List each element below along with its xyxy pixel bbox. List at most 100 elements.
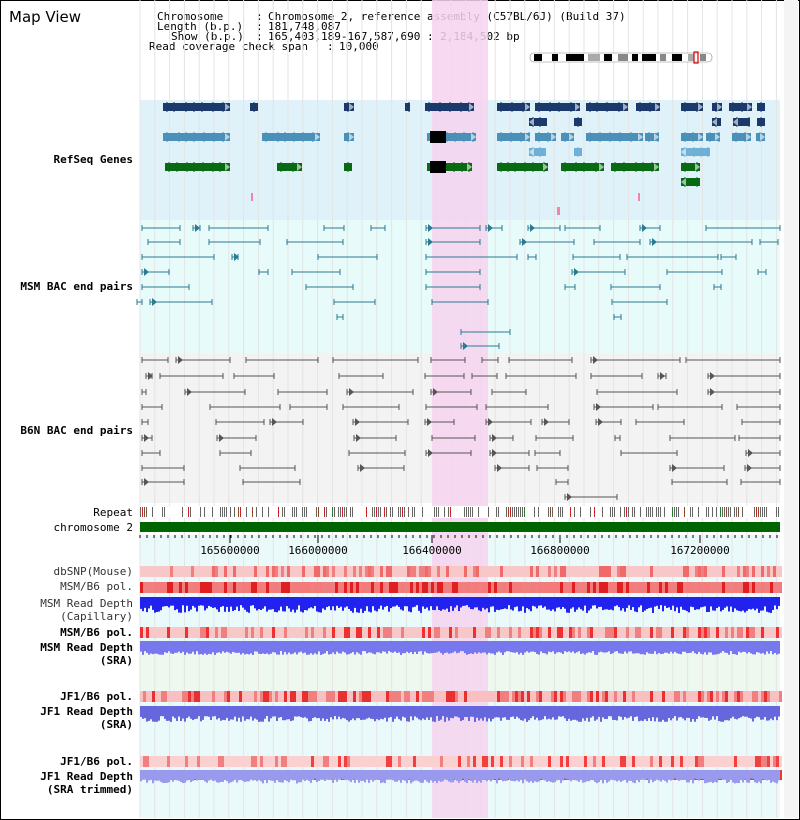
- depth-bar: [418, 770, 420, 782]
- depth-bar: [282, 770, 284, 783]
- heat-cell: [230, 756, 233, 767]
- heat-cell: [278, 691, 281, 702]
- heat-cell: [593, 756, 596, 767]
- depth-bar: [298, 770, 300, 783]
- heat-cell: [503, 566, 506, 577]
- bac-end-arrow: [544, 418, 549, 426]
- depth-bar: [586, 597, 588, 613]
- depth-bar: [550, 770, 552, 782]
- heat-cell: [359, 566, 362, 577]
- heat-cell: [473, 582, 476, 593]
- depth-bar: [416, 770, 418, 781]
- heat-cell: [467, 691, 470, 702]
- depth-bar: [456, 597, 458, 606]
- depth-bar: [474, 597, 476, 608]
- heat-cell: [206, 566, 209, 577]
- heat-cell: [173, 566, 176, 577]
- heat-cell: [431, 691, 434, 702]
- depth-bar: [398, 706, 400, 720]
- track-label-jf1-depth[interactable]: JF1 Read Depth: [40, 705, 133, 718]
- depth-bar: [674, 641, 676, 652]
- depth-bar: [562, 641, 564, 655]
- track-label-jf1-b6-pol-trim[interactable]: JF1/B6 pol.: [60, 755, 133, 768]
- depth-bar: [718, 641, 720, 654]
- depth-bar: [206, 770, 208, 783]
- track-label-msm-b6-pol[interactable]: MSM/B6 pol.: [60, 580, 133, 593]
- depth-bar: [680, 597, 682, 607]
- depth-bar: [468, 641, 470, 655]
- depth-bar: [524, 641, 526, 653]
- heat-cell: [761, 627, 764, 638]
- heat-cell: [449, 691, 452, 702]
- heat-cell: [515, 582, 518, 593]
- repeat-element: [140, 507, 141, 517]
- depth-bar: [312, 706, 314, 719]
- heat-cell: [455, 627, 458, 638]
- heat-cell: [536, 566, 539, 577]
- heat-cell: [713, 582, 716, 593]
- depth-bar: [574, 641, 576, 654]
- heat-cell: [503, 627, 506, 638]
- depth-bar: [432, 641, 434, 654]
- depth-bar: [770, 706, 772, 719]
- depth-bar: [706, 770, 708, 783]
- depth-bar: [186, 641, 188, 653]
- depth-bar: [744, 597, 746, 613]
- heat-cell: [602, 627, 605, 638]
- heat-cell: [569, 756, 572, 767]
- depth-bar: [470, 597, 472, 610]
- depth-bar: [266, 597, 268, 612]
- depth-bar: [190, 770, 192, 783]
- heat-cell: [755, 756, 758, 767]
- depth-bar: [536, 706, 538, 718]
- heat-cell: [608, 582, 611, 593]
- track-label-msm-depth-sra[interactable]: MSM Read Depth: [40, 641, 133, 654]
- track-label-msm-bac[interactable]: MSM BAC end pairs: [20, 280, 133, 293]
- heat-cell: [437, 756, 440, 767]
- depth-bar: [302, 597, 304, 613]
- track-label-msm-b6-pol-sra[interactable]: MSM/B6 pol.: [60, 626, 133, 639]
- track-label-refseq[interactable]: RefSeq Genes: [53, 153, 133, 166]
- depth-bar: [228, 770, 230, 784]
- strand-arrow: [551, 133, 556, 141]
- heat-cell: [692, 756, 695, 767]
- depth-bar: [150, 706, 152, 720]
- depth-bar: [296, 641, 298, 655]
- depth-bar: [582, 706, 584, 719]
- track-label-chromosome[interactable]: chromosome 2: [53, 521, 133, 534]
- strand-arrow: [575, 103, 580, 111]
- heat-cell: [554, 627, 557, 638]
- depth-bar: [226, 597, 228, 607]
- track-label-b6n-bac[interactable]: B6N BAC end pairs: [20, 424, 133, 437]
- depth-bar: [650, 597, 652, 608]
- track-label-dbsnp[interactable]: dbSNP(Mouse): [53, 565, 133, 578]
- heat-cell: [161, 566, 164, 577]
- heat-cell: [428, 582, 431, 593]
- heat-cell: [563, 627, 566, 638]
- track-label-msm-depth-capillary[interactable]: MSM Read Depth: [40, 597, 133, 610]
- track-label-repeat[interactable]: Repeat: [93, 506, 133, 519]
- track-label-jf1-b6-pol[interactable]: JF1/B6 pol.: [60, 690, 133, 703]
- depth-bar: [238, 597, 240, 611]
- heat-cell: [215, 582, 218, 593]
- heat-cell: [626, 566, 629, 577]
- heat-cell: [320, 582, 323, 593]
- bac-end-arrow: [488, 418, 493, 426]
- ideogram-band: [672, 54, 682, 61]
- depth-bar: [744, 641, 746, 652]
- heat-cell: [152, 582, 155, 593]
- depth-bar: [544, 597, 546, 607]
- heat-cell: [515, 566, 518, 577]
- depth-bar: [264, 597, 266, 607]
- depth-bar: [648, 770, 650, 784]
- depth-bar: [228, 597, 230, 612]
- heat-cell: [257, 756, 260, 767]
- track-label-jf1-trimmed[interactable]: JF1 Read Depth: [40, 770, 133, 783]
- heat-cell: [710, 566, 713, 577]
- depth-bar: [318, 706, 320, 719]
- depth-bar: [262, 770, 264, 784]
- depth-bar: [482, 597, 484, 608]
- heat-cell: [683, 756, 686, 767]
- depth-bar: [420, 597, 422, 613]
- heat-cell: [197, 566, 200, 577]
